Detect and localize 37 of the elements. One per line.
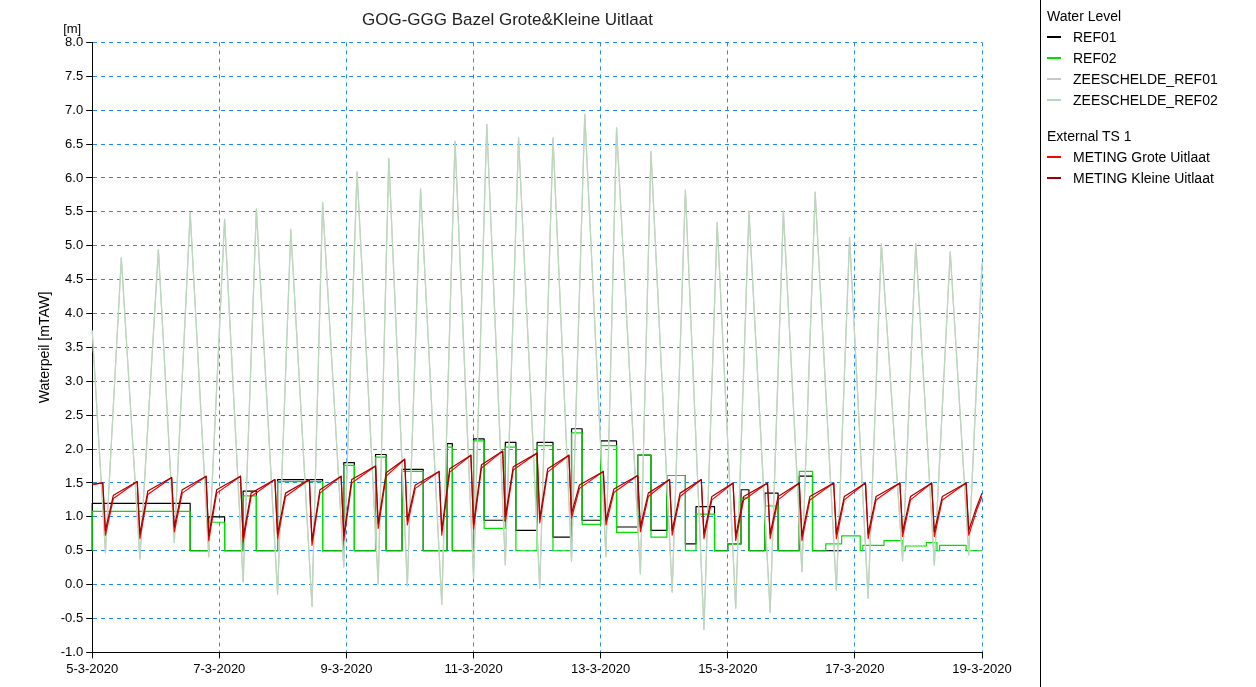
legend-label: METING Grote Uitlaat xyxy=(1073,148,1210,165)
x-tick-label: 19-3-2020 xyxy=(952,660,1012,676)
y-tick-label: 4.0 xyxy=(65,305,84,321)
x-tick-label: 11-3-2020 xyxy=(444,660,503,676)
y-tick-label: 0.0 xyxy=(65,576,84,592)
legend-label: ZEESCHELDE_REF02 xyxy=(1073,91,1218,108)
legend-label: REF01 xyxy=(1073,28,1117,45)
y-tick-label: 5.0 xyxy=(65,237,84,253)
legend-label: ZEESCHELDE_REF01 xyxy=(1073,70,1218,87)
text: Water Level xyxy=(1047,8,1122,24)
y-tick-label: 6.5 xyxy=(65,135,84,151)
text: [m] xyxy=(63,21,82,37)
y-tick-label: 3.0 xyxy=(65,372,84,388)
legend-label: METING Kleine Uitlaat xyxy=(1073,169,1214,186)
x-tick-label: 17-3-2020 xyxy=(825,660,885,676)
y-tick-label: 7.5 xyxy=(65,67,84,83)
x-tick-label: 15-3-2020 xyxy=(698,660,758,676)
y-tick-label: 5.5 xyxy=(65,203,84,219)
text: External TS 1 xyxy=(1047,128,1132,144)
y-tick-label: -1.0 xyxy=(60,643,84,659)
x-tick-label: 13-3-2020 xyxy=(571,660,631,676)
y-tick-label: 0.5 xyxy=(65,542,84,558)
y-tick-label: -0.5 xyxy=(60,610,84,626)
y-tick-label: 1.5 xyxy=(65,474,84,490)
chart-title: GOG-GGG Bazel Grote&Kleine Uitlaat xyxy=(362,9,654,29)
x-tick-label: 7-3-2020 xyxy=(193,660,246,676)
y-tick-label: 6.0 xyxy=(65,169,84,185)
y-tick-label: 2.5 xyxy=(65,406,84,422)
y-tick-label: 1.0 xyxy=(65,508,84,524)
y-tick-label: 2.0 xyxy=(65,440,84,456)
y-axis-title: Waterpeil [mTAW] xyxy=(36,291,53,404)
x-tick-label: 9-3-2020 xyxy=(320,660,373,676)
y-tick-label: 7.0 xyxy=(65,101,84,117)
y-tick-label: 4.5 xyxy=(65,271,84,287)
x-tick-label: 5-3-2020 xyxy=(66,660,119,676)
legend-label: REF02 xyxy=(1073,49,1117,66)
y-tick-label: 3.5 xyxy=(65,338,84,354)
